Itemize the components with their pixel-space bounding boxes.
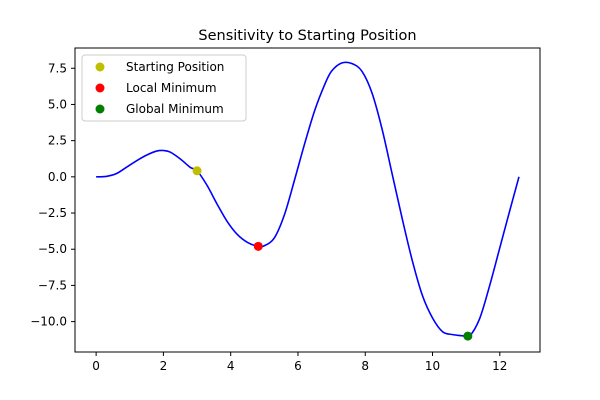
x-tick-label: 2: [160, 359, 168, 373]
local-minimum-point: [253, 241, 263, 251]
y-tick-label: 7.5: [48, 61, 67, 75]
x-tick-label: 10: [425, 359, 440, 373]
legend-marker: [95, 104, 105, 114]
legend-label: Local Minimum: [126, 81, 217, 95]
legend-marker: [95, 83, 105, 93]
x-tick-label: 8: [361, 359, 369, 373]
legend-item-local-minimum: Local Minimum: [95, 81, 217, 95]
global-minimum-point: [463, 331, 473, 341]
x-axis: 0 2 4 6 8 10 12: [92, 352, 507, 373]
legend-label: Global Minimum: [126, 102, 224, 116]
y-tick-label: 5.0: [48, 97, 67, 111]
series-layer: [96, 61, 520, 341]
legend: Starting Position Local Minimum Global Min…: [81, 54, 247, 122]
y-tick-label: −2.5: [38, 206, 67, 220]
y-tick-label: −5.0: [38, 242, 67, 256]
y-tick-label: 0.0: [48, 170, 67, 184]
x-tick-label: 6: [294, 359, 302, 373]
legend-item-starting-position: Starting Position: [95, 60, 224, 74]
legend-marker: [95, 62, 105, 72]
starting-position-point: [192, 166, 202, 176]
y-axis: −10.0 −7.5 −5.0 −2.5 0.0 2.5 5.0 7.5: [30, 61, 75, 329]
y-tick-label: −10.0: [30, 315, 67, 329]
x-tick-label: 12: [492, 359, 507, 373]
legend-box: [81, 54, 247, 122]
chart-title: Sensitivity to Starting Position: [198, 28, 416, 44]
y-tick-label: −7.5: [38, 278, 67, 292]
legend-item-global-minimum: Global Minimum: [95, 102, 224, 116]
x-tick-label: 0: [92, 359, 100, 373]
legend-label: Starting Position: [126, 60, 224, 74]
x-tick-label: 4: [227, 359, 235, 373]
function-curve: [96, 61, 520, 339]
y-tick-label: 2.5: [48, 134, 67, 148]
